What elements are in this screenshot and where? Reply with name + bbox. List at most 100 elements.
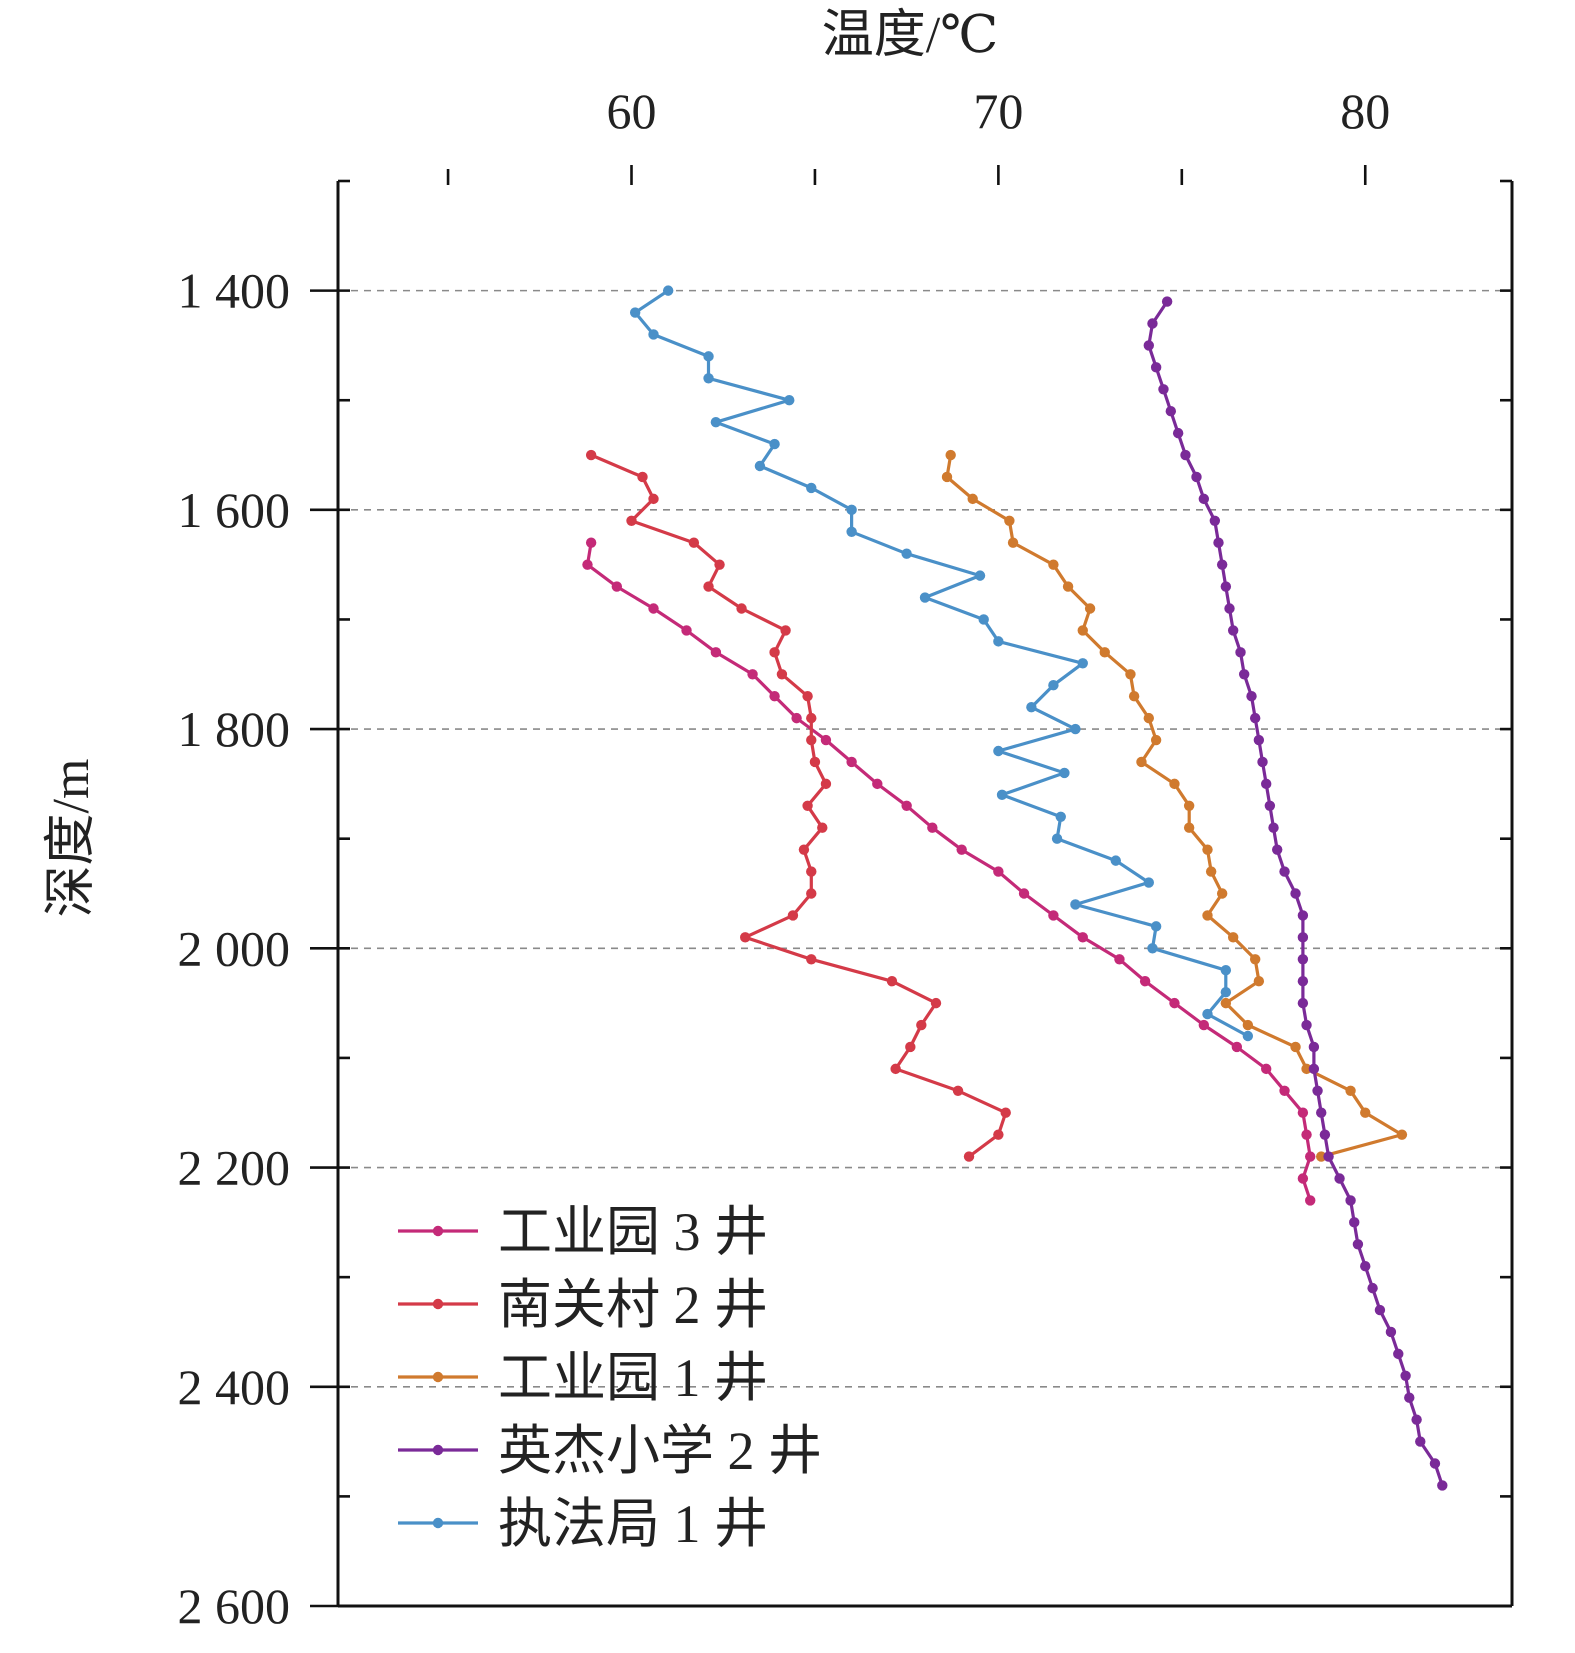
series-2-point-15	[809, 756, 821, 768]
y-tick-label-1400: 1 400	[178, 263, 291, 319]
series-2-point-25	[886, 975, 898, 987]
series-2-point-21	[806, 888, 817, 899]
series-3-point-14	[1150, 734, 1162, 746]
series-1-point-3	[611, 581, 623, 592]
series-5-point-24	[996, 789, 1008, 801]
series-1-point-5	[681, 625, 692, 636]
series-3-point-8	[1084, 603, 1096, 614]
series-2-point-19	[798, 844, 810, 855]
series-4-point-55	[1437, 1480, 1448, 1491]
series-2-point-27	[916, 1019, 927, 1031]
series-1-point-7	[747, 669, 758, 680]
series-3-point-6	[1048, 559, 1059, 570]
series-1-point-8	[769, 690, 780, 702]
series-3-point-24	[1249, 954, 1261, 965]
series-3-point-30	[1345, 1085, 1356, 1097]
series-4-point-51	[1404, 1392, 1415, 1403]
series-2-point-13	[806, 712, 817, 724]
series-4-point-1	[1161, 296, 1173, 307]
series-1-point-29	[1305, 1151, 1316, 1162]
series-3-point-12	[1128, 690, 1140, 702]
series-3-point-31	[1360, 1107, 1371, 1118]
series-4-point-27	[1279, 866, 1290, 877]
series-2-point-7	[703, 581, 714, 592]
series-5-point-16	[978, 614, 989, 625]
series-4-point-47	[1374, 1304, 1386, 1316]
series-5-point-35	[1242, 1030, 1254, 1042]
series-1-point-27	[1297, 1107, 1309, 1118]
series-1-point-24	[1231, 1041, 1243, 1053]
series-4-point-44	[1352, 1239, 1364, 1250]
series-4-point-41	[1334, 1173, 1345, 1184]
series-5-point-22	[993, 745, 1004, 757]
series-5-point-21	[1070, 723, 1081, 735]
series-4-point-54	[1429, 1458, 1441, 1469]
series-2-point-17	[802, 800, 813, 812]
x-tick-label-60: 60	[607, 83, 657, 139]
series-2-point-30	[952, 1085, 964, 1097]
legend-marker-2	[432, 1298, 444, 1310]
series-4-point-22	[1257, 756, 1268, 768]
series-5-point-10	[806, 482, 817, 494]
series-4-point-6	[1165, 405, 1177, 417]
series-5-point-31	[1147, 943, 1158, 954]
series-4-point-15	[1224, 603, 1235, 614]
series-3-point-2	[941, 471, 953, 483]
series-1-point-30	[1297, 1173, 1309, 1184]
series-2-point-4	[626, 515, 637, 527]
series-1-point-4	[648, 603, 659, 614]
series-2-point-14	[806, 734, 817, 746]
series-5-point-25	[1055, 811, 1066, 822]
series-2-point-18	[817, 822, 828, 833]
series-4-point-33	[1297, 997, 1309, 1009]
y-tick-label-2600: 2 600	[178, 1578, 291, 1634]
series-4-point-40	[1323, 1151, 1334, 1162]
series-5-point-13	[901, 548, 912, 559]
y-tick-label-1600: 1 600	[178, 482, 291, 538]
series-3-point-21	[1216, 888, 1228, 899]
legend-marker-5	[432, 1517, 444, 1529]
x-axis-title: 温度/℃	[822, 7, 999, 64]
series-2-point-20	[806, 866, 817, 877]
legend-label-2: 南关村 2 井	[498, 1275, 768, 1335]
series-1-point-23	[1198, 1019, 1210, 1031]
series-4-point-7	[1172, 427, 1184, 439]
series-5-point-8	[769, 438, 780, 450]
grid-lines	[338, 289, 1512, 1388]
series-4-point-17	[1235, 647, 1246, 658]
series-1-point-20	[1114, 954, 1125, 965]
series-5-point-19	[1048, 680, 1059, 691]
series-3-point-10	[1099, 647, 1110, 658]
series-4-point-35	[1308, 1041, 1320, 1053]
series-2-point-2	[637, 471, 648, 483]
series-4-point-2	[1147, 318, 1158, 329]
series-4-point-37	[1312, 1085, 1323, 1097]
legend-label-5: 执法局 1 井	[498, 1494, 768, 1554]
series-4-point-18	[1238, 669, 1250, 680]
series-4-point-49	[1393, 1348, 1404, 1360]
series-2-point-23	[740, 932, 751, 943]
series-3-point-20	[1205, 866, 1217, 877]
series-5-point-15	[919, 592, 931, 603]
series-3-point-17	[1183, 800, 1195, 812]
series-2-point-26	[930, 997, 942, 1009]
series-4-point-25	[1268, 822, 1279, 833]
y-axis-title: 深度/m	[43, 759, 100, 918]
series-4-point-52	[1411, 1414, 1422, 1425]
series-1-point-17	[1018, 888, 1030, 899]
series-2-point-31	[1000, 1107, 1011, 1118]
series-4-point-31	[1297, 954, 1309, 965]
series-5-point-6	[784, 395, 795, 406]
series-3-point-13	[1143, 712, 1154, 724]
series-3-point-7	[1062, 581, 1074, 592]
series-3-point-11	[1125, 669, 1136, 680]
series-1-point-21	[1139, 975, 1151, 987]
plot-frame	[336, 181, 1514, 1608]
series-4-point-34	[1301, 1019, 1312, 1031]
series-1-point-22	[1169, 997, 1180, 1009]
series-2-point-22	[787, 910, 799, 921]
series-5-point-14	[974, 570, 986, 581]
series-4-point-42	[1345, 1195, 1356, 1206]
series-4-point-53	[1415, 1436, 1426, 1447]
